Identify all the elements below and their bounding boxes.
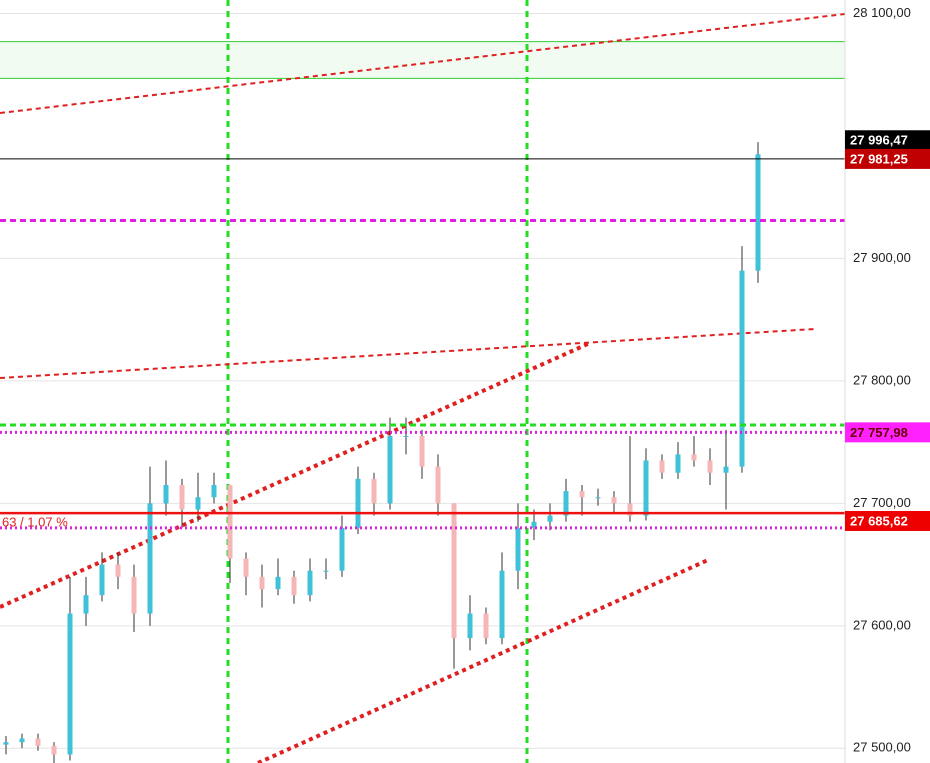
trend-line [0, 328, 816, 379]
annotation: 63 / 1.07 % [2, 514, 68, 529]
y-tick-label: 27 500,00 [853, 740, 911, 755]
y-tick-label: 27 900,00 [853, 250, 911, 265]
price-label: 27 685,62 [850, 513, 908, 528]
candle-body [755, 154, 761, 271]
candle-body [35, 738, 41, 746]
trend-line [257, 558, 709, 763]
candle-body [579, 491, 585, 498]
candle-body [275, 576, 281, 590]
candle-body [675, 454, 681, 473]
candle-body [19, 738, 25, 743]
candle-body [435, 466, 441, 504]
price-label: 27 996,47 [850, 133, 908, 148]
y-tick-label: 27 800,00 [853, 372, 911, 387]
y-tick-label: 27 600,00 [853, 617, 911, 632]
candle-body [323, 570, 329, 572]
candle-body [163, 484, 169, 504]
candle-body [531, 521, 537, 528]
candle-body [211, 484, 217, 498]
candle-body [691, 454, 697, 461]
candle-body [659, 460, 665, 473]
price-label-bg [845, 422, 930, 443]
candle-body [483, 613, 489, 639]
candle-body [595, 497, 601, 499]
price-label-bg [845, 148, 930, 169]
candle-body [499, 570, 505, 639]
candle-body [67, 613, 73, 755]
y-tick-label: 28 100,00 [853, 5, 911, 20]
candle-body [515, 527, 521, 571]
price-label-bg [845, 130, 930, 151]
candle-body [739, 270, 745, 467]
candle-body [147, 503, 153, 614]
candle-body [115, 564, 121, 577]
candle-body [243, 558, 249, 577]
candle-body [339, 527, 345, 571]
candle-body [723, 466, 729, 473]
candle-body [195, 497, 201, 510]
candle-body [611, 497, 617, 504]
candle-body [451, 503, 457, 639]
candle-body [227, 484, 233, 559]
candle-body [371, 478, 377, 504]
price-label: 27 981,25 [850, 151, 908, 166]
candle-body [179, 484, 185, 510]
candle-body [419, 436, 425, 467]
zone [0, 41, 845, 79]
candle-body [403, 436, 409, 437]
price-label: 27 757,98 [850, 425, 908, 440]
candle-body [291, 576, 297, 596]
trend-line [0, 341, 591, 609]
candle-body [627, 503, 633, 516]
candle-body [99, 564, 105, 596]
candle-body [547, 515, 553, 522]
candle-body [307, 570, 313, 596]
candle-body [83, 595, 89, 614]
drawings [0, 0, 846, 763]
trend-line [0, 13, 846, 114]
candle-body [259, 576, 265, 590]
price-label-bg [845, 510, 930, 531]
candle-body [643, 460, 649, 516]
candle-body [467, 613, 473, 639]
candle-body [563, 491, 569, 516]
candle-body [3, 742, 9, 745]
candle-body [387, 436, 393, 504]
y-tick-label: 27 700,00 [853, 495, 911, 510]
candle-body [51, 745, 57, 755]
candle-body [131, 576, 137, 614]
candle-body [707, 460, 713, 473]
candle-body [355, 478, 361, 528]
